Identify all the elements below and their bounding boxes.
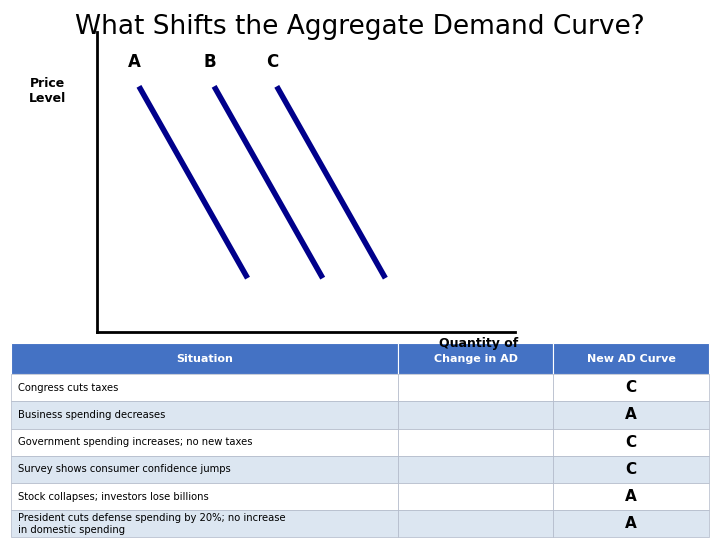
Text: What Shifts the Aggregate Demand Curve?: What Shifts the Aggregate Demand Curve? — [75, 14, 645, 39]
Text: A: A — [625, 489, 637, 504]
Text: New AD Curve: New AD Curve — [587, 354, 675, 363]
Text: Price
Level: Price Level — [29, 77, 66, 105]
Text: A: A — [625, 516, 637, 531]
Text: B: B — [204, 53, 216, 71]
Text: A: A — [128, 53, 141, 71]
Text: C: C — [626, 462, 636, 477]
Text: Stock collapses; investors lose billions: Stock collapses; investors lose billions — [18, 491, 209, 502]
Text: Change in AD: Change in AD — [434, 354, 518, 363]
Text: Survey shows consumer confidence jumps: Survey shows consumer confidence jumps — [18, 464, 230, 474]
Text: Business spending decreases: Business spending decreases — [18, 410, 166, 420]
Text: Quantity of: Quantity of — [439, 338, 518, 350]
Text: C: C — [626, 435, 636, 450]
Text: President cuts defense spending by 20%; no increase
in domestic spending: President cuts defense spending by 20%; … — [18, 512, 286, 535]
Text: C: C — [626, 380, 636, 395]
Text: Situation: Situation — [176, 354, 233, 363]
Text: Congress cuts taxes: Congress cuts taxes — [18, 383, 118, 393]
Text: C: C — [266, 53, 279, 71]
Text: A: A — [625, 408, 637, 422]
Text: Government spending increases; no new taxes: Government spending increases; no new ta… — [18, 437, 253, 447]
